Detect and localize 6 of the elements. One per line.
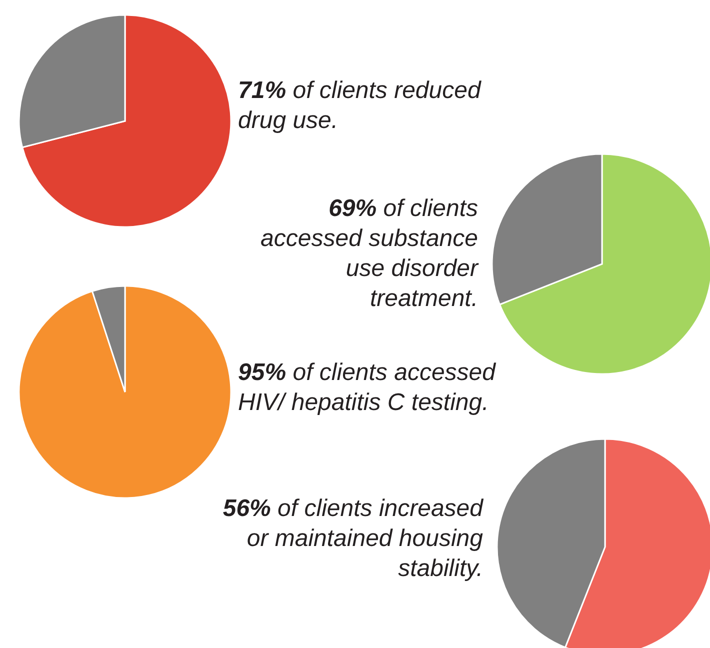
pie-slice bbox=[18, 285, 232, 499]
text: 95% of clients accessed HIV/ hepatitis C testing. bbox=[238, 358, 497, 418]
text: 56% of clients increased or maintained housing stability. bbox=[222, 494, 483, 584]
pie-slice bbox=[22, 14, 232, 228]
text: 69% of clients accessed substance use disorder treatment. bbox=[260, 194, 478, 314]
text: 71% of clients reduced drug use. bbox=[238, 76, 482, 136]
